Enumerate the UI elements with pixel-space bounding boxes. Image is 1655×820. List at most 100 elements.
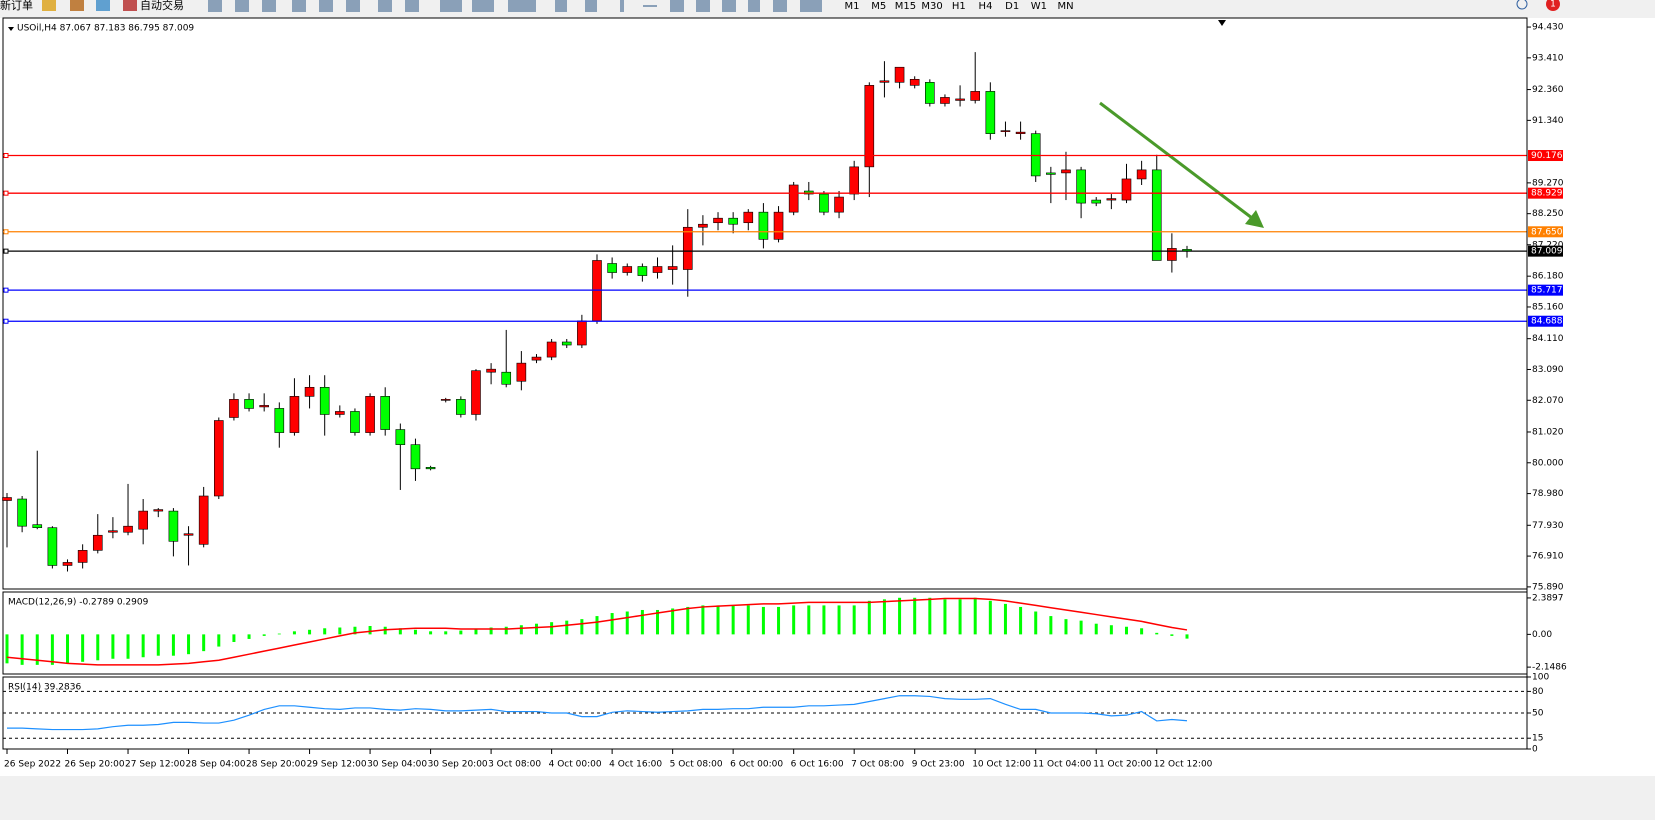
shift-marker	[1218, 20, 1226, 26]
candle-body	[47, 527, 58, 566]
icon[interactable]	[643, 5, 657, 7]
level-price-label: 87.009	[1531, 247, 1563, 257]
candle-body	[728, 217, 738, 225]
chart-window	[0, 18, 1655, 776]
level-price-box	[1528, 226, 1563, 238]
icon[interactable]	[208, 0, 222, 12]
level-price-box	[1528, 150, 1563, 162]
candle-body	[319, 386, 330, 415]
x-tick-label: 9 Oct 23:00	[912, 760, 965, 770]
y-tick-label: 87.220	[1532, 240, 1564, 250]
candle-body	[698, 223, 708, 228]
timeframe-button[interactable]: W1	[1031, 1, 1047, 12]
icon[interactable]	[405, 0, 419, 12]
macd-histogram-bar	[81, 634, 85, 662]
candle-body	[395, 429, 406, 445]
icon[interactable]	[42, 0, 56, 11]
macd-histogram-bar	[1140, 628, 1144, 635]
timeframe-button[interactable]: M30	[921, 1, 942, 12]
icon[interactable]	[508, 0, 536, 12]
y-tick-label: 88.250	[1532, 209, 1564, 219]
candle-body	[652, 266, 663, 273]
macd-histogram-bar	[1185, 634, 1189, 639]
macd-histogram-bar	[323, 628, 327, 635]
timeframe-button[interactable]: MN	[1058, 1, 1074, 12]
timeframe-button[interactable]: M5	[871, 1, 886, 12]
icon[interactable]	[123, 0, 137, 11]
y-tick-label: 80.000	[1532, 458, 1564, 468]
y-tick-label: 92.360	[1532, 85, 1564, 95]
macd-histogram-bar	[565, 620, 569, 635]
icon[interactable]	[319, 0, 333, 12]
x-tick-label: 27 Sep 12:00	[125, 760, 185, 770]
rsi-line	[7, 695, 1188, 731]
macd-histogram-bar	[610, 613, 614, 635]
icon[interactable]	[555, 0, 567, 12]
icon[interactable]	[722, 0, 736, 12]
candle-body	[108, 530, 118, 533]
icon[interactable]	[670, 0, 684, 12]
new-order-button[interactable]: 新订单	[0, 0, 33, 12]
macd-histogram-bar	[383, 626, 387, 635]
candle-body	[682, 226, 693, 270]
candle-body	[849, 166, 859, 195]
icon[interactable]	[696, 0, 710, 12]
candle-body	[531, 356, 542, 361]
icon[interactable]	[262, 0, 276, 12]
x-tick-label: 28 Sep 20:00	[246, 760, 306, 770]
candle-body	[380, 396, 391, 430]
candle-body	[410, 444, 421, 470]
candle-body	[516, 362, 527, 382]
notification-badge[interactable]	[1546, 0, 1560, 11]
indicator-title: RSI(14) 39.2836	[8, 683, 81, 693]
x-tick-label: 12 Oct 12:00	[1154, 760, 1213, 770]
timeframe-button[interactable]: H4	[979, 1, 993, 12]
candle-body	[1030, 133, 1041, 177]
icon[interactable]	[748, 0, 760, 12]
candle-body	[440, 399, 451, 401]
macd-histogram-bar	[1124, 626, 1128, 635]
search-icon[interactable]	[1516, 0, 1528, 10]
timeframe-button[interactable]: H1	[952, 1, 966, 12]
x-tick-label: 10 Oct 12:00	[972, 760, 1031, 770]
candle-body	[17, 498, 27, 527]
icon[interactable]	[472, 0, 494, 12]
macd-histogram-bar	[504, 626, 508, 635]
macd-histogram-bar	[777, 606, 781, 635]
macd-histogram-bar	[1064, 619, 1068, 635]
macd-histogram-bar	[988, 600, 992, 635]
icon[interactable]	[773, 0, 787, 12]
icon[interactable]	[378, 0, 392, 12]
icon[interactable]	[620, 0, 624, 12]
macd-histogram-bar	[474, 629, 478, 635]
icon[interactable]	[96, 0, 110, 11]
timeframe-button[interactable]: D1	[1005, 1, 1019, 12]
icon[interactable]	[292, 0, 306, 12]
icon[interactable]	[800, 0, 822, 12]
x-tick-label: 30 Sep 04:00	[367, 760, 427, 770]
x-tick-label: 4 Oct 16:00	[609, 760, 662, 770]
indicator-title: MACD(12,26,9) -0.2789 0.2909	[8, 598, 149, 608]
timeframe-button[interactable]: M15	[895, 1, 916, 12]
timeframe-button[interactable]: M1	[845, 1, 860, 12]
candle-body	[1121, 178, 1132, 201]
candle-body	[1151, 169, 1162, 261]
candle-body	[561, 341, 572, 346]
macd-histogram-bar	[66, 634, 70, 664]
icon[interactable]	[585, 0, 597, 12]
icon[interactable]	[235, 0, 249, 12]
macd-histogram-bar	[20, 634, 24, 665]
macd-histogram-bar	[595, 616, 599, 635]
macd-histogram-bar	[247, 634, 251, 639]
trend-arrow	[1099, 101, 1253, 220]
candle-body	[456, 399, 466, 415]
macd-histogram-bar	[308, 629, 312, 635]
icon[interactable]	[70, 0, 84, 11]
auto-trading-button[interactable]: 自动交易	[140, 0, 184, 12]
macd-histogram-bar	[232, 634, 236, 642]
y-tick-label: 0	[1532, 745, 1538, 755]
macd-histogram-bar	[292, 631, 296, 635]
icon[interactable]	[346, 0, 360, 12]
icon[interactable]	[440, 0, 462, 12]
y-tick-label: 89.270	[1532, 178, 1564, 188]
